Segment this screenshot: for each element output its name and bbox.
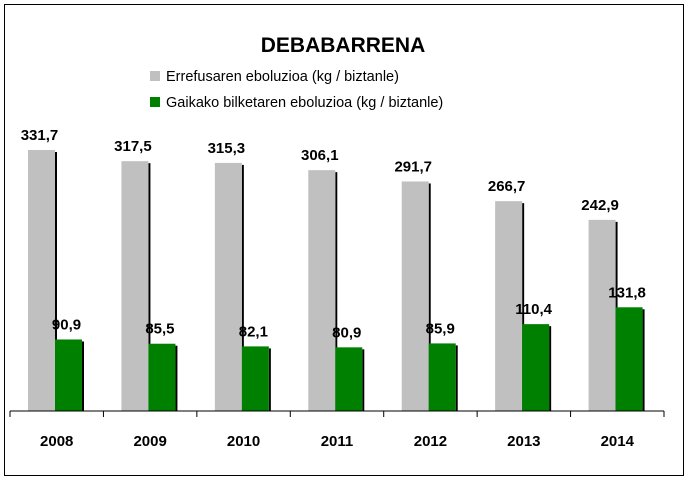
bar-gray-2010	[214, 162, 242, 411]
legend-swatch-series-2	[150, 97, 160, 107]
bar-green-2011	[335, 347, 363, 411]
bar-green-2012	[428, 343, 456, 411]
legend: Errefusaren eboluzioa (kg / biztanle) Ga…	[150, 69, 443, 111]
data-label-green-2010: 82,1	[239, 323, 268, 340]
data-label-green-2012: 85,9	[426, 320, 455, 337]
bar-green-2014	[615, 307, 643, 411]
x-tick-label-2009: 2009	[133, 433, 166, 450]
bar-green-2008	[55, 339, 82, 411]
bar-shadow-green-2009	[175, 345, 178, 411]
data-label-green-2008: 90,9	[52, 316, 81, 333]
data-label-gray-2009: 317,5	[114, 138, 152, 155]
bars-layer: 331,7 90,9 317,5 85,5 315,3 82,1 306,1 80,9 291,…	[21, 127, 646, 411]
data-label-green-2014: 131,8	[608, 284, 646, 301]
bar-gray-2009	[121, 161, 149, 411]
bar-shadow-green-2010	[268, 348, 271, 411]
legend-label-series-1: Errefusaren eboluzioa (kg / biztanle)	[166, 69, 399, 85]
bar-green-2009	[148, 343, 176, 411]
bar-shadow-gray-2011	[335, 172, 338, 411]
bar-gray-2011	[308, 170, 336, 411]
x-tick-label-2014: 2014	[601, 433, 635, 450]
bar-shadow-gray-2008	[55, 152, 57, 411]
x-tick-label-2008: 2008	[40, 433, 73, 450]
legend-swatch-series-1	[150, 71, 160, 81]
data-label-gray-2013: 266,7	[488, 178, 526, 195]
data-label-gray-2014: 242,9	[581, 197, 619, 214]
bar-gray-2012	[401, 181, 429, 411]
bar-green-2013	[522, 324, 550, 411]
bar-shadow-gray-2009	[148, 163, 151, 411]
bar-gray-2013	[495, 201, 523, 411]
data-label-green-2013: 110,4	[515, 301, 552, 318]
bar-green-2010	[241, 346, 269, 411]
legend-label-series-2: Gaikako bilketaren eboluzioa (kg / bizta…	[166, 95, 443, 111]
bar-shadow-green-2014	[642, 309, 645, 411]
data-label-green-2009: 85,5	[145, 321, 174, 338]
x-axis: 2008 2009 2010 2011 2012 2013 2014	[9, 410, 665, 450]
x-tick-label-2011: 2011	[321, 433, 354, 450]
data-label-gray-2010: 315,3	[208, 140, 246, 157]
bar-shadow-green-2012	[455, 345, 458, 411]
bar-shadow-green-2013	[549, 326, 552, 411]
x-tick-label-2010: 2010	[227, 433, 260, 450]
data-label-gray-2008: 331,7	[21, 127, 59, 144]
bar-shadow-gray-2010	[241, 164, 244, 411]
x-tick-label-2012: 2012	[414, 433, 447, 450]
bar-shadow-gray-2013	[522, 203, 525, 411]
chart-title: DEBABARRENA	[261, 34, 426, 57]
data-label-gray-2011: 306,1	[301, 147, 339, 164]
bar-shadow-gray-2012	[428, 183, 431, 411]
bar-gray-2014	[588, 219, 616, 411]
bar-gray-2008	[28, 150, 55, 411]
bar-shadow-green-2008	[82, 341, 84, 411]
x-tick-label-2013: 2013	[507, 433, 540, 450]
data-label-green-2011: 80,9	[332, 324, 361, 341]
bar-shadow-green-2011	[362, 349, 365, 411]
data-label-gray-2012: 291,7	[394, 158, 432, 175]
